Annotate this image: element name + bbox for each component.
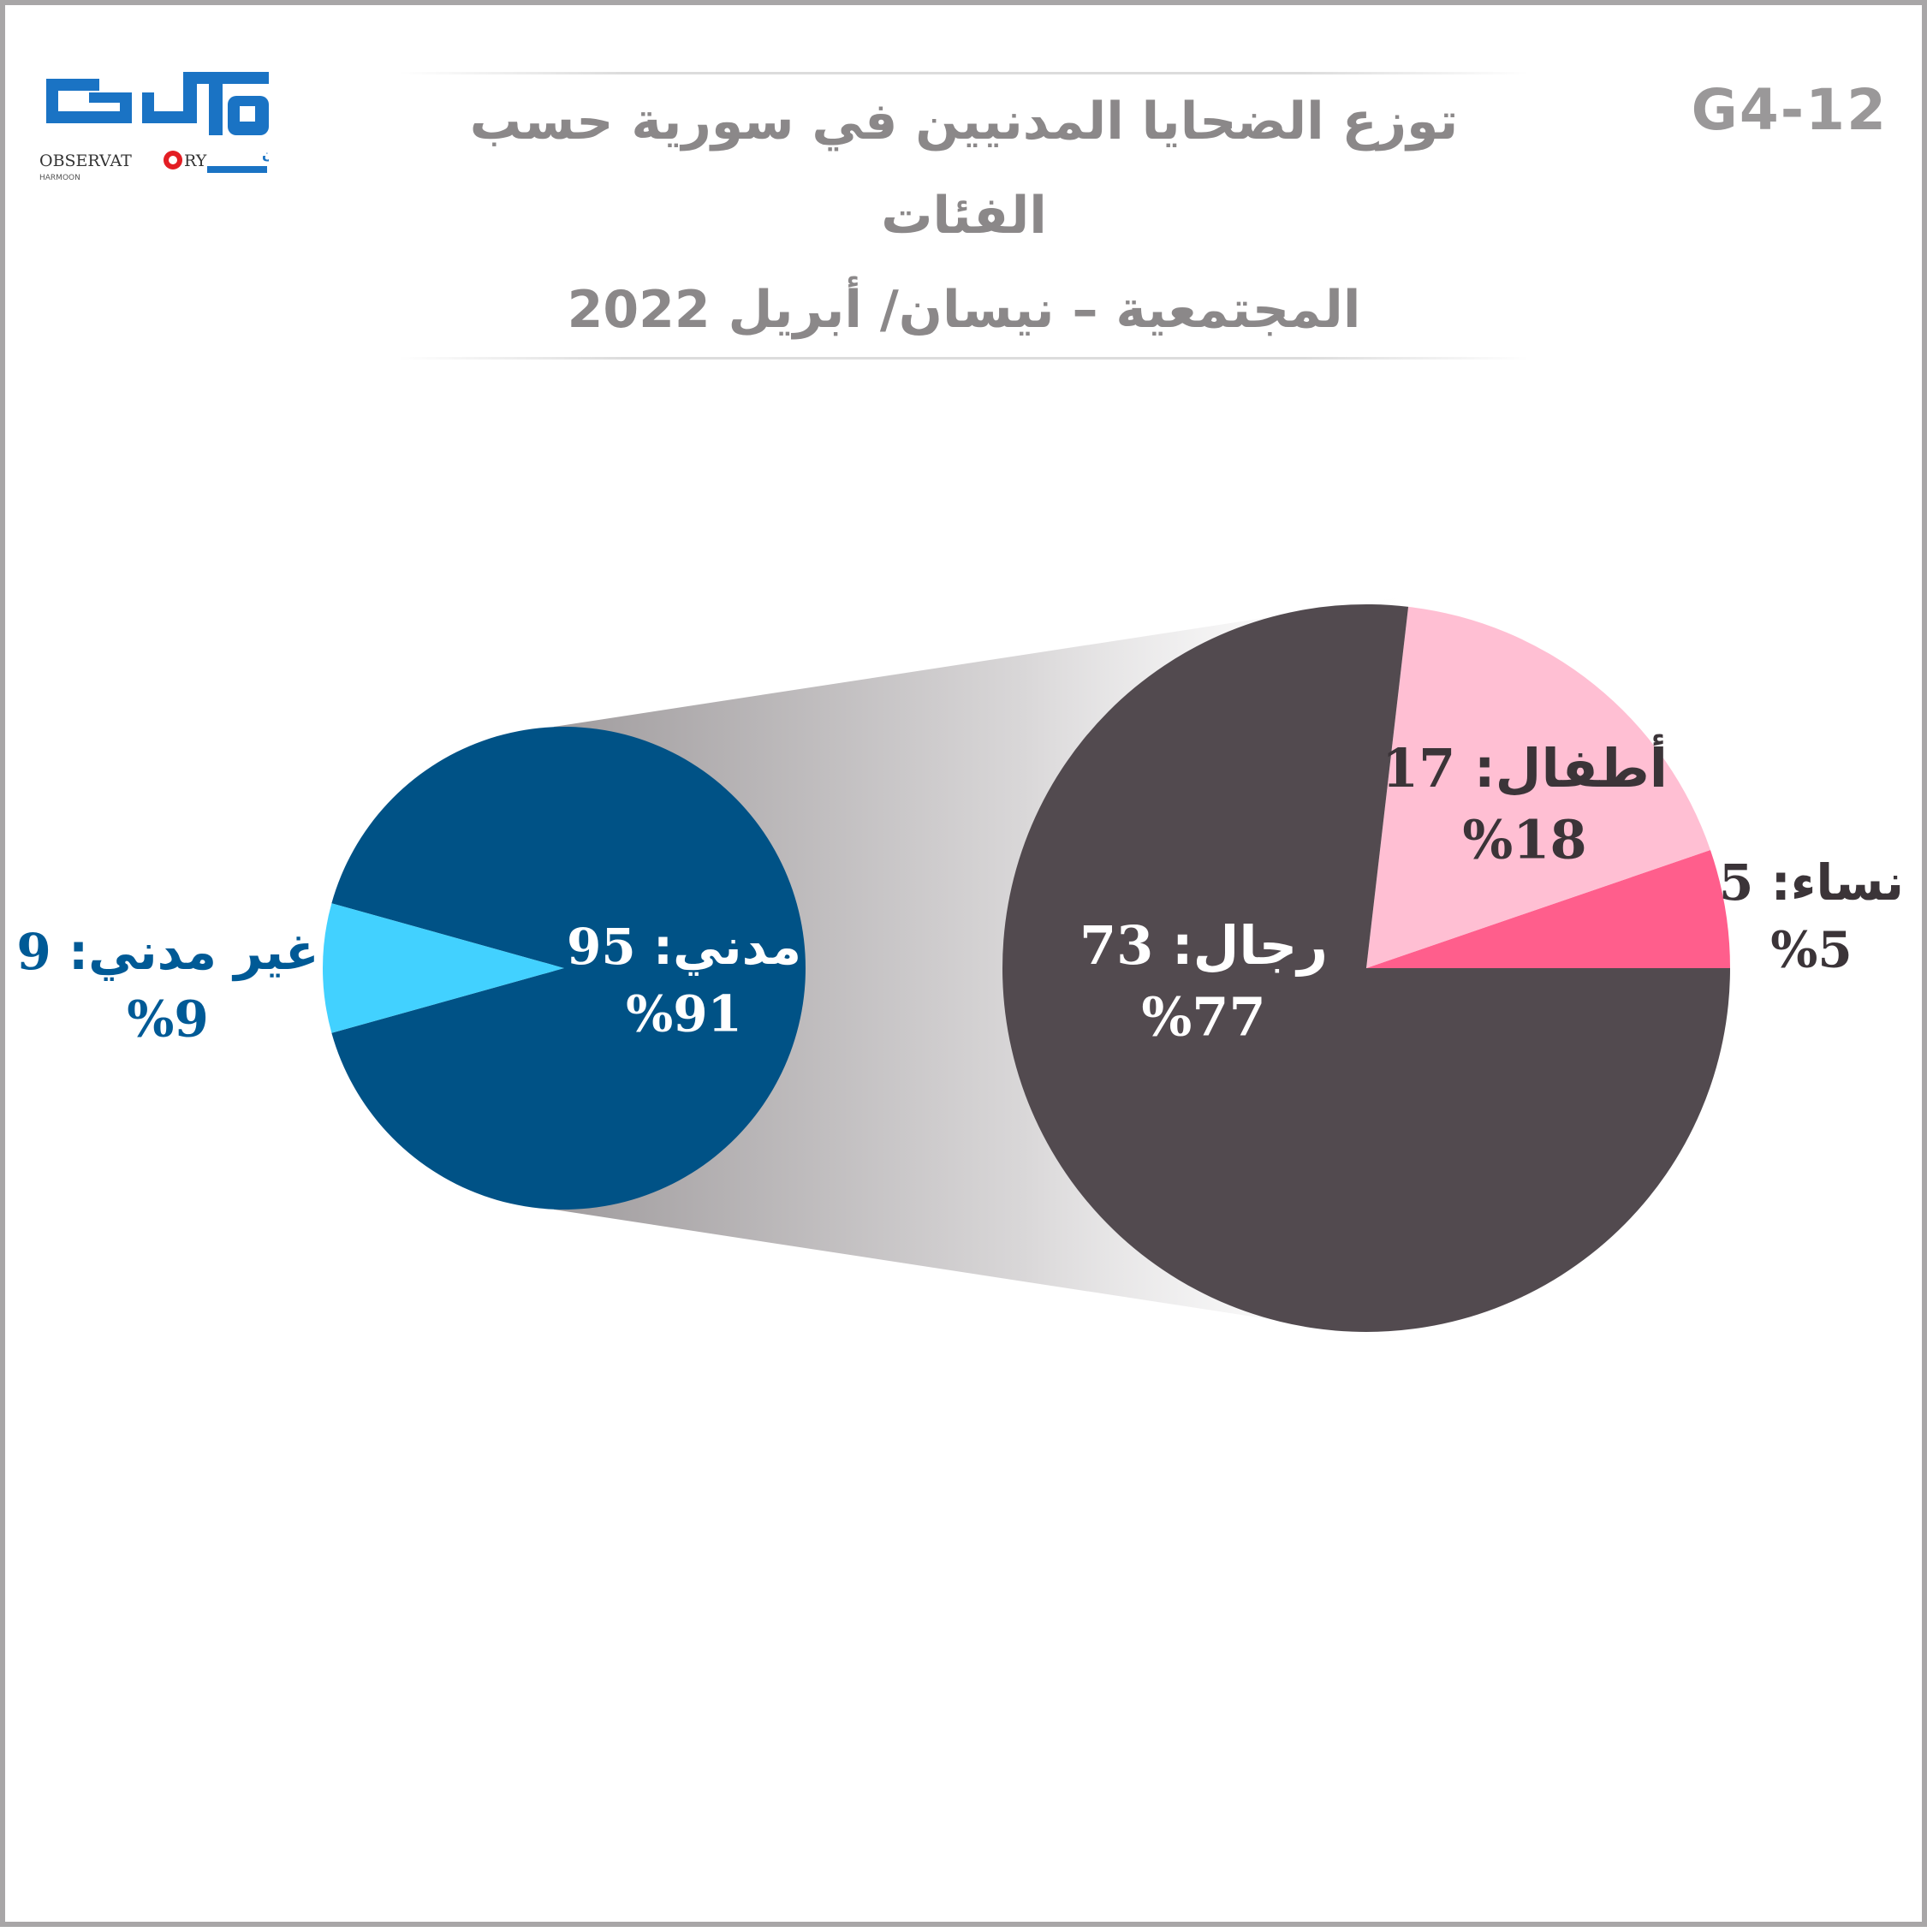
title-block: توزع الضحايا المدنيين في سورية حسب الفئا… <box>399 72 1529 360</box>
civilian-name-label: 95 :مدني <box>567 918 801 976</box>
men-value: 73 <box>1079 914 1153 977</box>
title-rule-top <box>399 72 1529 74</box>
women-percent: %5 <box>1770 920 1852 978</box>
children-percent: %18 <box>1462 809 1586 871</box>
women-name-label: 5 :نساء <box>1719 853 1904 912</box>
children-name-label: 17 :أطفال <box>1382 734 1668 800</box>
logo-latin-left: OBSERVAT <box>39 152 132 170</box>
slice-children <box>1366 606 1710 968</box>
children-value: 17 <box>1382 737 1455 800</box>
men-name-text: :رجال <box>1172 914 1328 977</box>
non-civilian-percent: %9 <box>127 990 208 1048</box>
women-name-text: :نساء <box>1771 853 1904 912</box>
slice-civilian <box>331 726 806 1210</box>
children-name-text: :أطفال <box>1474 734 1668 800</box>
women-value: 5 <box>1719 853 1753 912</box>
chart-title-line1: توزع الضحايا المدنيين في سورية حسب الفئا… <box>469 92 1459 246</box>
slice-men <box>1002 604 1730 1332</box>
civilian-pie <box>323 726 806 1210</box>
non-civilian-name-label: 9 :غير مدني <box>16 923 318 982</box>
men-name-label: 73 :رجال <box>1079 914 1328 977</box>
logo-mark-icon <box>46 72 269 135</box>
civilian-name-text: :مدني <box>653 918 801 976</box>
chart-code: G4-12 <box>1691 77 1888 143</box>
non-civilian-name-text: :غير مدني <box>68 923 319 982</box>
civilian-value: 95 <box>567 918 636 976</box>
observatory-logo: OBSERVAT RY HARMOON حرمون <box>39 72 269 182</box>
logo-latin-right: RY <box>184 152 207 170</box>
title-rule-bottom <box>399 357 1529 360</box>
chart-title-line2: المجتمعية – نيسان/ أبريل 2022 <box>567 280 1361 340</box>
non-civilian-value: 9 <box>16 923 51 981</box>
category-pie <box>1002 604 1730 1332</box>
logo-latin-small: HARMOON <box>39 174 80 182</box>
logo-target-icon <box>164 151 182 169</box>
men-percent: %77 <box>1141 986 1265 1049</box>
civilian-percent: %91 <box>626 984 742 1043</box>
slice-non-civilian <box>323 903 564 1033</box>
logo-sub-arabic: حرمون <box>262 146 269 163</box>
slice-women <box>1366 850 1730 968</box>
